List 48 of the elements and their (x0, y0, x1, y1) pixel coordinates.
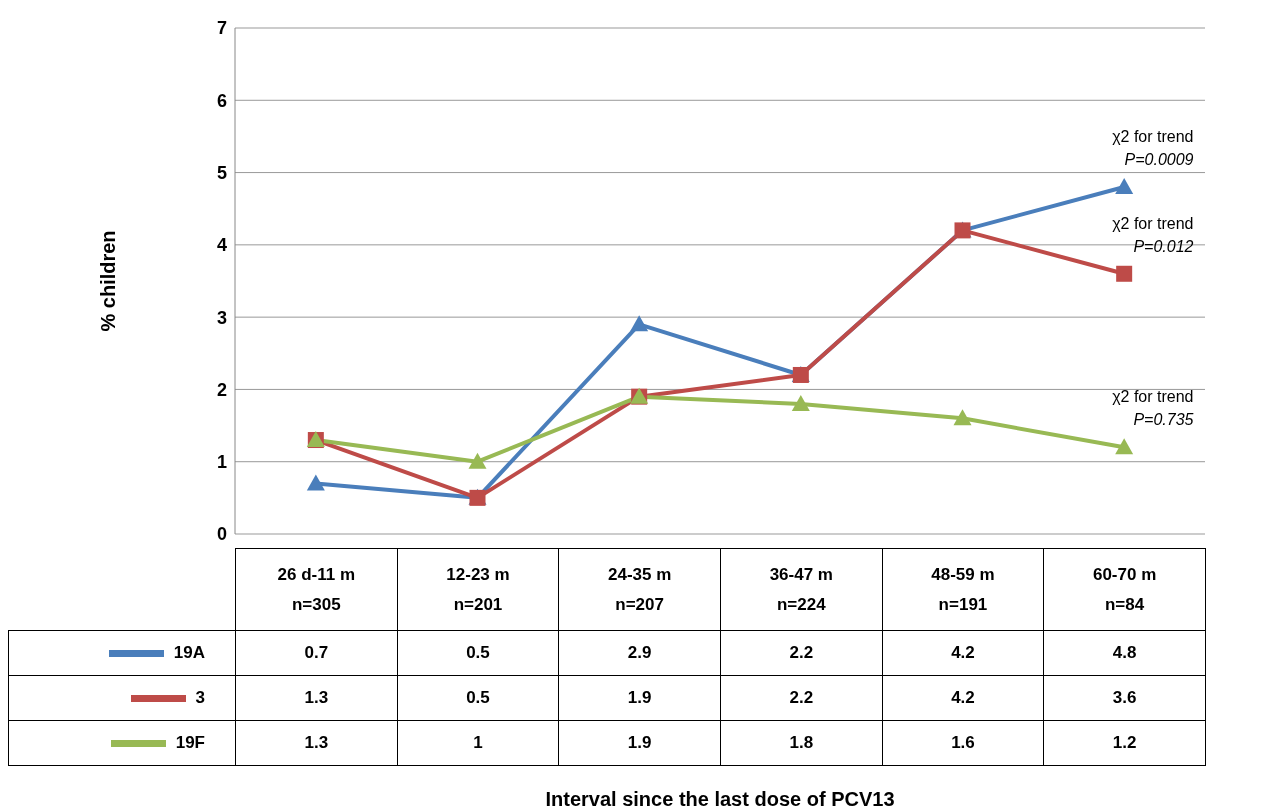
data-label: 0.5 (397, 675, 559, 721)
data-label: 0.7 (235, 630, 398, 676)
point (630, 315, 649, 332)
data-label: 1.9 (558, 675, 721, 721)
data-label: 1.3 (235, 675, 398, 721)
y-tick-label: 5 (216, 162, 227, 183)
annotation: χ2 for trend P=0.735 (1112, 387, 1194, 431)
y-axis-title: % children (97, 230, 120, 332)
data-label: 2.9 (558, 630, 721, 676)
y-tick-label: 7 (216, 18, 227, 39)
legend-label: 19F (175, 733, 205, 753)
y-tick-label: 3 (216, 307, 227, 328)
y-tick-label: 2 (216, 379, 227, 400)
legend-label: 3 (195, 688, 205, 708)
data-label: 1.3 (235, 720, 398, 766)
data-label: 4.8 (1043, 630, 1206, 676)
data-label: 1 (397, 720, 559, 766)
data-label: 2.2 (720, 675, 883, 721)
point (953, 409, 972, 426)
data-label: 4.2 (882, 630, 1044, 676)
data-label: 2.2 (720, 630, 883, 676)
point (791, 394, 810, 411)
data-label: 1.6 (882, 720, 1044, 766)
data-label: 1.2 (1043, 720, 1206, 766)
y-tick-label: 1 (216, 452, 227, 473)
point (306, 474, 325, 491)
x-tick-label: 24-35 m n=207 (606, 563, 673, 616)
x-tick-label: 48-59 m n=191 (930, 563, 996, 616)
point (1115, 178, 1134, 195)
x-tick-label: 12-23 m n=201 (445, 563, 511, 616)
data-label: 3.6 (1043, 675, 1206, 721)
data-label: 0.5 (397, 630, 559, 676)
y-tick-label: 6 (216, 90, 227, 111)
data-label: 4.2 (882, 675, 1044, 721)
data-label: 1.8 (720, 720, 883, 766)
point (1116, 265, 1133, 282)
point (468, 452, 487, 469)
x-tick-label: 36-47 m n=224 (768, 563, 834, 616)
annotation: χ2 for trend P=0.012 (1112, 213, 1194, 257)
x-tick-label: 60-70 m n=84 (1091, 563, 1158, 616)
legend-label: 19A (173, 643, 205, 663)
annotation: χ2 for trend P=0.0009 (1112, 127, 1194, 170)
data-label: 1.9 (558, 720, 721, 766)
point (1115, 438, 1134, 455)
text: Interval since the last dose of PCV13 (544, 788, 896, 808)
x-tick-label: 26 d-11 m n=305 (276, 563, 357, 616)
y-tick-label: 4 (216, 235, 227, 256)
y-tick-label: 0 (216, 524, 227, 545)
